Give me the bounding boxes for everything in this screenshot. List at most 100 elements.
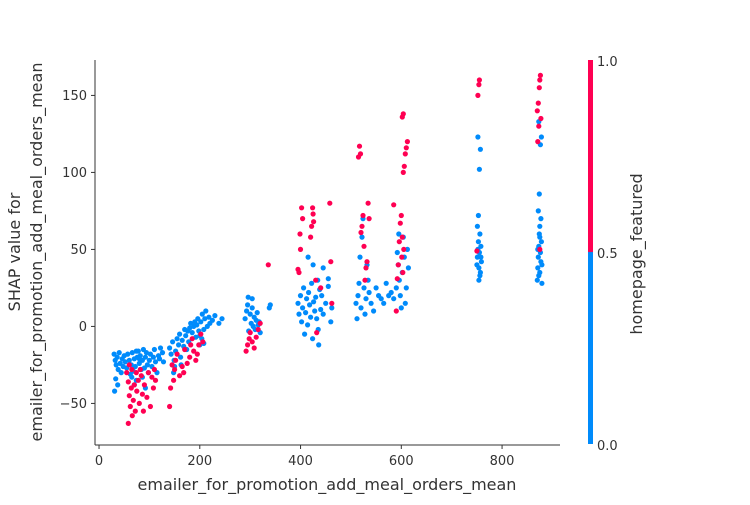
data-point-featured [137, 366, 143, 373]
data-point-not-featured [113, 362, 119, 368]
data-point-featured [151, 366, 157, 373]
data-point-not-featured [325, 276, 331, 282]
data-point-featured [173, 357, 179, 363]
data-point-not-featured [366, 289, 372, 296]
data-point-featured [395, 262, 401, 268]
y-tick-label: −50 [60, 397, 87, 412]
x-tick-label: 600 [389, 454, 414, 469]
data-point-featured [399, 254, 405, 260]
data-point-not-featured [373, 285, 379, 291]
data-point-featured [535, 139, 541, 145]
data-point-not-featured [311, 299, 317, 305]
data-point-featured [145, 370, 151, 376]
data-point-not-featured [159, 350, 166, 356]
data-point-featured [537, 77, 543, 83]
data-point-not-featured [176, 342, 182, 348]
data-point-not-featured [114, 354, 120, 360]
data-point-not-featured [305, 322, 311, 328]
data-point-not-featured [535, 265, 541, 271]
data-point-not-featured [297, 293, 304, 299]
data-point-featured [257, 320, 263, 326]
data-point-not-featured [129, 350, 135, 356]
data-point-featured [300, 216, 306, 222]
x-ticks: 0 200 400 600 800 [95, 445, 514, 469]
data-point-not-featured [245, 302, 251, 308]
data-point-featured [296, 269, 302, 276]
data-point-featured [310, 205, 316, 211]
data-point-featured [475, 92, 481, 98]
data-point-featured [402, 151, 408, 157]
data-point-not-featured [151, 346, 157, 353]
data-point-not-featured [539, 280, 545, 286]
data-point-not-featured [216, 320, 222, 326]
y-axis-title-line2: emailer_for_promotion_add_meal_orders_me… [27, 63, 47, 442]
x-tick-label: 0 [95, 454, 103, 469]
data-point-featured [534, 108, 540, 114]
data-point-not-featured [312, 308, 318, 314]
data-point-not-featured [203, 308, 209, 314]
data-point-not-featured [329, 305, 335, 311]
data-point-not-featured [160, 359, 167, 365]
data-point-not-featured [198, 319, 204, 325]
data-point-featured [131, 382, 137, 388]
data-point-featured [179, 363, 185, 370]
data-point-not-featured [538, 134, 545, 140]
data-point-not-featured [144, 362, 150, 368]
data-point-not-featured [475, 239, 481, 245]
data-point-featured [359, 223, 365, 229]
data-point-not-featured [304, 296, 310, 302]
data-point-not-featured [122, 359, 128, 365]
data-point-featured [196, 342, 202, 348]
data-point-featured [140, 408, 146, 414]
data-point-featured [391, 202, 397, 208]
data-point-featured [474, 248, 480, 254]
data-point-not-featured [219, 316, 225, 322]
data-point-featured [167, 403, 173, 410]
data-point-not-featured [296, 311, 302, 317]
data-point-not-featured [249, 296, 255, 302]
data-point-featured [400, 111, 406, 117]
data-point-not-featured [310, 336, 316, 342]
data-point-not-featured [133, 348, 139, 354]
data-point-featured [182, 346, 188, 353]
data-point-featured [309, 223, 315, 229]
data-point-featured [394, 276, 400, 282]
data-point-featured [328, 259, 334, 265]
data-point-featured [536, 123, 542, 129]
data-point-not-featured [199, 311, 205, 317]
data-point-featured [149, 374, 155, 380]
data-point-featured [138, 373, 144, 379]
data-point-featured [398, 212, 404, 219]
data-point-featured [245, 342, 251, 348]
data-point-not-featured [143, 350, 149, 356]
data-point-not-featured [362, 311, 368, 317]
data-point-featured [297, 231, 303, 237]
data-point-not-featured [132, 363, 138, 370]
data-point-not-featured [320, 265, 326, 271]
data-point-featured [393, 308, 399, 314]
data-point-not-featured [306, 289, 312, 296]
data-point-not-featured [310, 262, 316, 268]
data-point-featured [200, 339, 206, 345]
data-point-featured [125, 379, 131, 385]
data-point-featured [313, 277, 319, 283]
colorbar-tick-low: 0.0 [597, 439, 618, 454]
data-point-not-featured [391, 296, 397, 302]
data-point-not-featured [402, 300, 408, 306]
data-point-not-featured [538, 239, 545, 245]
data-point-featured [399, 234, 405, 240]
data-point-not-featured [302, 331, 308, 337]
data-point-not-featured [156, 356, 163, 362]
data-point-not-featured [535, 254, 541, 260]
y-tick-label: 0 [79, 320, 87, 335]
data-point-not-featured [477, 146, 483, 152]
data-point-not-featured [357, 254, 363, 260]
data-point-featured [243, 348, 249, 354]
data-point-featured [168, 385, 174, 391]
data-point-not-featured [371, 308, 377, 314]
data-point-not-featured [474, 223, 480, 229]
data-point-not-featured [116, 350, 122, 356]
data-point-featured [311, 219, 317, 225]
data-point-not-featured [535, 208, 541, 214]
